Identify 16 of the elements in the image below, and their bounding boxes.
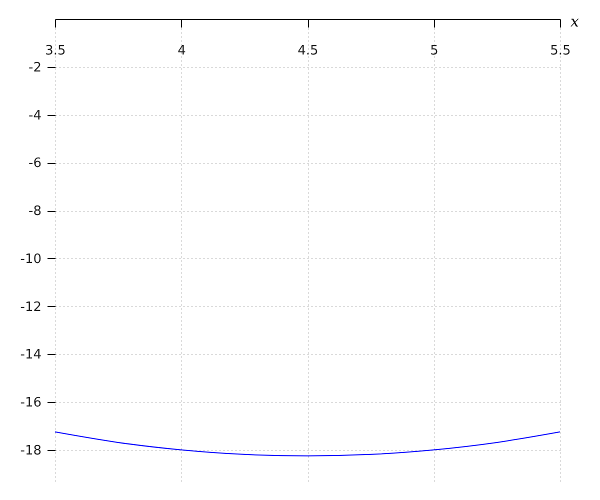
y-tick-label: -4	[28, 108, 42, 124]
x-tick-label: 5	[430, 44, 438, 58]
y-tick-label: -14	[20, 348, 42, 363]
y-tick-label: -2	[28, 60, 42, 76]
x-tick-label: 5.5	[550, 44, 571, 58]
line-series	[54, 431, 560, 456]
x-tick-label: 4.5	[298, 44, 318, 58]
y-tick-label: -16	[20, 396, 42, 411]
x-tick-label: 3.5	[45, 44, 66, 58]
x-axis-title: x	[570, 12, 580, 30]
y-tick-label: -12	[20, 300, 42, 315]
y-tick-label: -8	[28, 204, 42, 220]
x-tick-label: 4	[178, 44, 186, 58]
y-tick-label: -18	[20, 443, 42, 458]
y-tick-label: -10	[20, 252, 42, 267]
y-tick-label: -6	[28, 156, 42, 172]
